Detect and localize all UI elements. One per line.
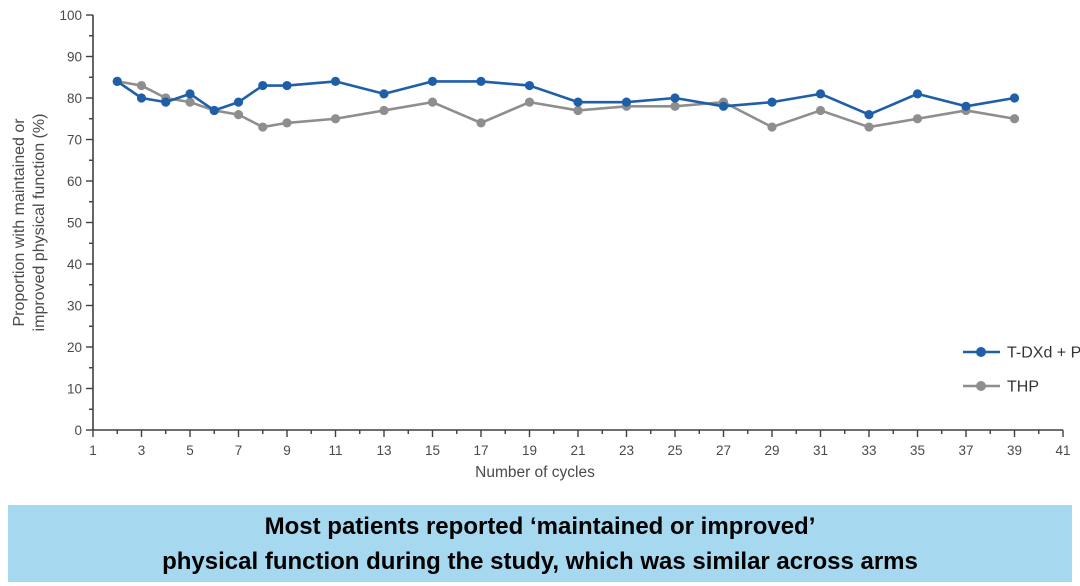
svg-text:30: 30 [67, 299, 82, 314]
legend-entry: THP [963, 379, 1039, 396]
data-point [912, 89, 923, 99]
svg-text:27: 27 [716, 443, 731, 458]
svg-text:21: 21 [570, 443, 585, 458]
chart-area: 0 10 20 30 40 50 60 70 80 90 100 1 3 5 7 9 11 13 15 17 19 21 2… [11, 8, 1080, 481]
svg-text:0: 0 [74, 423, 82, 438]
axes [92, 15, 1063, 431]
data-point [864, 110, 874, 120]
data-point [379, 105, 389, 116]
svg-text:40: 40 [67, 257, 82, 272]
svg-text:15: 15 [425, 443, 440, 458]
svg-text:10: 10 [67, 382, 82, 397]
svg-text:29: 29 [764, 443, 779, 458]
svg-text:60: 60 [67, 174, 82, 189]
svg-text:3: 3 [138, 443, 146, 458]
data-point [767, 97, 777, 107]
legend: T-DXd + P THP [963, 345, 1080, 396]
svg-text:9: 9 [283, 443, 291, 458]
data-point [258, 80, 268, 91]
svg-text:13: 13 [376, 443, 391, 458]
caption-line-1: Most patients reported ‘maintained or im… [264, 512, 816, 540]
data-point [427, 97, 438, 107]
svg-text:35: 35 [910, 443, 925, 458]
svg-text:31: 31 [813, 443, 828, 458]
data-point [864, 122, 874, 132]
svg-text:improved physical function (%): improved physical function (%) [31, 114, 48, 332]
data-point [379, 89, 389, 99]
svg-text:41: 41 [1055, 443, 1070, 458]
svg-text:Proportion with maintained or: Proportion with maintained or [11, 118, 28, 327]
data-point [233, 110, 244, 120]
data-point [815, 89, 826, 99]
data-point [330, 76, 341, 86]
data-point [330, 114, 341, 124]
svg-text:1: 1 [89, 443, 97, 458]
data-point [961, 101, 971, 111]
svg-text:39: 39 [1007, 443, 1022, 458]
data-point [161, 97, 171, 107]
data-point [185, 89, 195, 99]
data-point [767, 122, 777, 132]
data-point [233, 97, 244, 107]
series-thp [112, 76, 1020, 132]
legend-entry: T-DXd + P [963, 345, 1080, 362]
svg-text:11: 11 [328, 443, 342, 458]
data-point [670, 101, 680, 111]
svg-text:37: 37 [958, 443, 973, 458]
svg-text:17: 17 [473, 443, 488, 458]
svg-text:25: 25 [667, 443, 682, 458]
caption-banner: Most patients reported ‘maintained or im… [8, 505, 1072, 582]
data-point [185, 97, 195, 107]
tick-marks [86, 14, 1064, 437]
svg-text:Number of cycles: Number of cycles [475, 464, 595, 481]
data-point [718, 101, 729, 111]
legend-marker-dot [976, 381, 986, 391]
svg-text:20: 20 [67, 340, 82, 355]
data-point [524, 80, 535, 91]
data-point [476, 118, 486, 128]
data-point [282, 118, 292, 128]
data-point [209, 105, 219, 116]
data-point [476, 76, 486, 86]
svg-text:90: 90 [67, 50, 82, 65]
svg-text:100: 100 [59, 8, 82, 23]
data-point [670, 93, 680, 103]
svg-text:80: 80 [67, 91, 82, 106]
legend-label: T-DXd + P [1007, 345, 1080, 362]
data-point [1009, 93, 1020, 103]
caption-line-2: physical function during the study, whic… [162, 547, 918, 575]
data-point [815, 105, 826, 116]
data-point [427, 76, 438, 86]
data-point [258, 122, 268, 132]
data-point [621, 97, 632, 107]
legend-label: THP [1007, 379, 1039, 396]
data-point [136, 80, 147, 91]
data-point [573, 97, 583, 107]
data-point [282, 80, 292, 91]
svg-text:23: 23 [619, 443, 634, 458]
svg-text:50: 50 [67, 216, 82, 231]
data-point [912, 114, 923, 124]
svg-text:19: 19 [522, 443, 537, 458]
data-point [1009, 114, 1020, 124]
axis-titles: Number of cycles Proportion with maintain… [11, 114, 595, 481]
svg-text:7: 7 [235, 443, 243, 458]
series-t-dxd-p [112, 76, 1020, 120]
data-point [112, 76, 122, 86]
legend-marker-dot [976, 347, 986, 357]
data-point [136, 93, 147, 103]
svg-text:33: 33 [861, 443, 876, 458]
data-point [573, 105, 583, 116]
svg-text:5: 5 [186, 443, 194, 458]
svg-text:70: 70 [67, 133, 82, 148]
data-point [524, 97, 535, 107]
